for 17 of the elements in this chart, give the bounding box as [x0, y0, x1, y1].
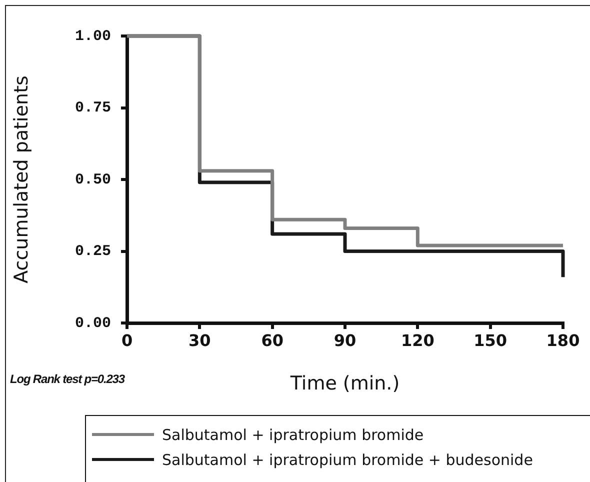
legend-label: Salbutamol + ipratropium bromide + budesonide [162, 450, 533, 468]
y-tick-label: 0.75 [74, 100, 111, 117]
x-tick-label: 90 [334, 330, 356, 350]
y-tick-label: 0.00 [74, 314, 111, 332]
x-tick-label: 30 [188, 330, 211, 350]
x-tick-label: 150 [474, 330, 508, 350]
y-axis-title: Accumulated patients [10, 76, 32, 284]
legend-label: Salbutamol + ipratropium bromide [162, 426, 424, 444]
x-tick-label: 180 [546, 330, 580, 350]
x-tick-label: 60 [261, 330, 284, 350]
y-tick-label: 0.50 [74, 171, 111, 188]
text: Log Rank test p=0.233 [10, 372, 124, 386]
y-tick-label: 1.00 [74, 28, 111, 45]
x-tick-label: 0 [121, 330, 133, 350]
y-tick-label: 0.25 [74, 243, 111, 260]
x-tick-label: 120 [400, 330, 434, 350]
x-axis-title: Time (min.) [289, 372, 400, 395]
